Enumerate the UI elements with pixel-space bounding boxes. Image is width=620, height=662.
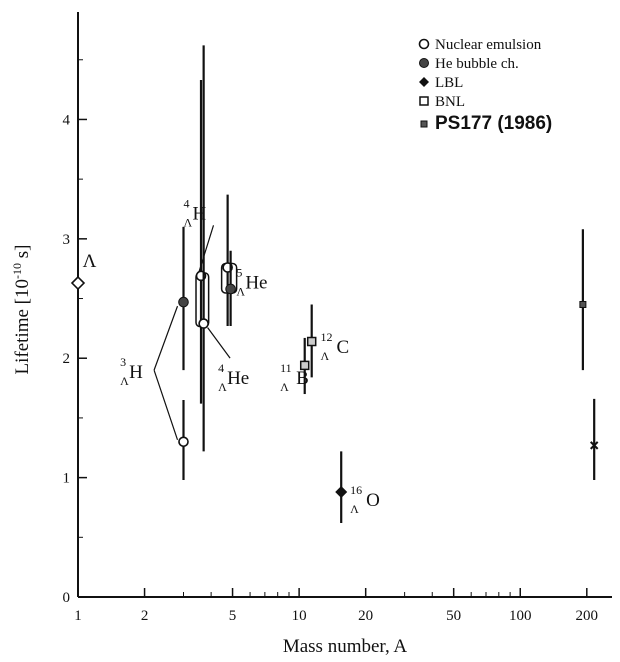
nuclide-symbol: C: [337, 337, 350, 358]
open-square-marker: [306, 336, 317, 347]
nuclide-mass-number: 5: [236, 266, 242, 280]
data-point: [579, 229, 587, 371]
legend-label: Nuclear emulsion: [435, 37, 542, 53]
cross-marker: [589, 441, 599, 450]
nuclide-label: 5 Λ He: [236, 266, 267, 299]
nuclide-label: 16 Λ O: [350, 483, 380, 516]
nuclide-lambda-subscript: Λ: [120, 374, 129, 388]
label-leader-line: [153, 369, 179, 440]
open-square-marker: [299, 360, 310, 371]
nuclide-label: Λ: [83, 251, 97, 272]
legend-entry: Nuclear emulsion: [418, 37, 542, 53]
nuclide-lambda-subscript: Λ: [236, 285, 245, 299]
data-point: [198, 45, 209, 452]
small-square-marker: [579, 301, 587, 308]
nuclide-lambda-subscript: Λ: [321, 349, 330, 363]
label-connectors: [153, 225, 238, 440]
legend-open-circle-icon: [418, 38, 430, 50]
legend-label: BNL: [435, 94, 465, 110]
open-circle-marker: [178, 436, 189, 448]
x-tick-label: 2: [141, 608, 149, 624]
data-points: [70, 45, 599, 523]
nuclide-label: 11 Λ B: [280, 361, 309, 394]
data-point: [222, 194, 233, 326]
legend-entry: He bubble ch.: [419, 56, 519, 72]
diamond-marker: [335, 485, 348, 498]
legend-label: PS177 (1986): [435, 113, 552, 134]
y-tick-label: 0: [63, 590, 71, 606]
nuclide-symbol: He: [245, 273, 267, 294]
y-tick-label: 3: [63, 232, 71, 248]
nuclide-label: 4 Λ He: [218, 361, 249, 394]
legend: Nuclear emulsion He bubble ch. LBL BNL PS177…: [418, 37, 552, 134]
data-point: [178, 400, 189, 480]
legend-filled-circle-icon: [419, 58, 429, 68]
data-point: [335, 451, 348, 523]
data-point: [299, 337, 310, 395]
x-tick-label: 10: [292, 608, 307, 624]
open-circle-marker: [198, 318, 209, 329]
x-tick-label: 20: [358, 608, 373, 624]
data-point: [178, 226, 189, 371]
nuclide-mass-number: 4: [184, 196, 190, 210]
data-point: [589, 398, 599, 480]
x-tick-label: 1: [74, 608, 82, 624]
nuclide-mass-number: 11: [280, 361, 292, 375]
nuclide-label: 12 Λ C: [321, 330, 350, 363]
y-tick-label: 4: [63, 112, 71, 128]
nuclide-mass-number: 4: [218, 361, 224, 375]
nuclide-mass-number: 16: [350, 483, 362, 497]
y-axis-title-exponent: -10: [10, 263, 24, 279]
y-axis-title: Lifetime [10-10 s]: [10, 245, 33, 375]
nuclide-symbol: O: [366, 490, 380, 511]
legend-entry: LBL: [419, 75, 463, 91]
legend-entry: BNL: [419, 94, 465, 110]
filled-circle-marker: [178, 296, 189, 308]
x-tick-label: 100: [509, 608, 532, 624]
nuclide-label: 3 Λ H: [120, 355, 143, 388]
label-leader-line: [207, 327, 231, 359]
legend-small-square-icon: [420, 120, 428, 128]
y-axis-title-main: Lifetime [10: [12, 279, 33, 375]
legend-diamond-icon: [419, 77, 429, 87]
filled-circle-marker: [225, 283, 236, 295]
nuclide-symbol: B: [296, 368, 309, 389]
data-point: [225, 250, 236, 326]
nuclide-lambda-subscript: Λ: [350, 502, 359, 516]
legend-label: He bubble ch.: [435, 56, 519, 72]
nuclide-mass-number: 12: [321, 330, 333, 344]
legend-open-square-icon: [419, 96, 429, 106]
x-tick-label: 50: [446, 608, 461, 624]
open-diamond-marker: [70, 275, 86, 291]
nuclide-label: 4 Λ H: [184, 196, 207, 229]
data-point: [306, 304, 317, 378]
x-tick-label: 200: [576, 608, 599, 624]
legend-label: LBL: [435, 75, 463, 91]
x-tick-label: 5: [229, 608, 237, 624]
y-tick-label: 1: [63, 471, 71, 487]
nuclide-lambda-subscript: Λ: [218, 380, 227, 394]
nuclide-symbol: H: [129, 362, 143, 383]
plot-frame: [77, 12, 612, 598]
nuclide-symbol: He: [227, 368, 249, 389]
label-leader-line: [153, 305, 179, 371]
nuclide-lambda-subscript: Λ: [280, 380, 289, 394]
nuclide-lambda-subscript: Λ: [184, 215, 193, 229]
y-axis-title-unit: s]: [12, 245, 33, 263]
y-tick-label: 2: [63, 351, 71, 367]
nuclide-symbol: Λ: [83, 251, 97, 272]
legend-entry: PS177 (1986): [420, 113, 552, 134]
x-axis-title: Mass number, A: [283, 636, 408, 657]
data-point: [70, 275, 86, 291]
nuclide-mass-number: 3: [120, 355, 126, 369]
nuclide-symbol: H: [193, 203, 207, 224]
